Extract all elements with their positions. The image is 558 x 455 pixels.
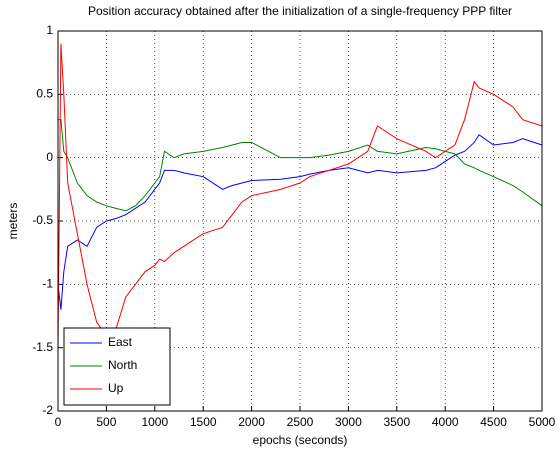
x-tick-label: 500: [96, 415, 116, 429]
y-tick-label: -0.5: [32, 213, 53, 227]
x-tick-label: 3000: [335, 415, 362, 429]
x-axis-label: epochs (seconds): [253, 433, 348, 447]
x-tick-label: 1500: [190, 415, 217, 429]
x-tick-label: 3500: [383, 415, 410, 429]
data-line: [57, 134, 543, 310]
y-axis-label: meters: [6, 203, 20, 240]
x-tick-label: 4000: [432, 415, 459, 429]
x-tick-label: 5000: [529, 415, 556, 429]
legend-label: East: [108, 335, 133, 349]
x-tick-label: 4500: [480, 415, 507, 429]
x-tick-label: 1000: [141, 415, 168, 429]
y-tick-label: 1: [46, 23, 53, 37]
y-tick-label: 0: [46, 150, 53, 164]
y-tick-label: -1: [42, 277, 53, 291]
legend-box: [63, 327, 171, 406]
y-tick-label: 0.5: [36, 87, 53, 101]
x-tick-label: 0: [55, 415, 62, 429]
legend-label: Up: [108, 381, 124, 395]
y-tick-label: -2: [42, 403, 53, 417]
plot-frame: [57, 30, 543, 412]
legend-label: North: [108, 358, 137, 372]
x-tick-label: 2500: [287, 415, 314, 429]
x-tick-label: 2000: [238, 415, 265, 429]
chart-title: Position accuracy obtained after the ini…: [88, 4, 512, 18]
y-tick-label: -1.5: [32, 340, 53, 354]
data-line: [58, 119, 543, 212]
